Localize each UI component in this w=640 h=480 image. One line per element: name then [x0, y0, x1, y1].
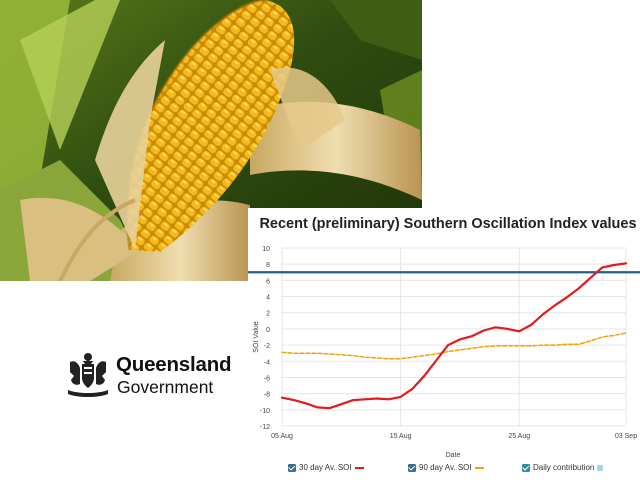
logo-line-2: Government: [117, 377, 214, 397]
y-tick-label: -8: [264, 392, 270, 399]
checkbox-icon[interactable]: [288, 463, 296, 472]
y-tick-label: -10: [260, 408, 270, 415]
y-tick-label: 10: [262, 246, 270, 253]
legend-swatch: [354, 466, 364, 469]
x-tick-label: 05 Aug: [271, 433, 293, 440]
legend-item-30day[interactable]: 30 day Av. SOI: [288, 463, 364, 472]
y-tick-label: 6: [266, 278, 270, 285]
logo-line-1: Queensland: [116, 353, 232, 376]
legend-swatch: [597, 464, 604, 471]
y-tick-label: -4: [264, 359, 270, 366]
series-30day-line: [280, 262, 628, 410]
queensland-government-logo: Queensland Government: [62, 348, 232, 400]
legend-label: 30 day Av. SOI: [299, 463, 352, 472]
x-tick-label: 15 Aug: [390, 433, 412, 440]
y-tick-label: 0: [266, 327, 270, 334]
x-tick-label: 25 Aug: [508, 433, 530, 440]
y-tick-label: 2: [266, 311, 270, 318]
y-tick-label: -6: [264, 375, 270, 382]
x-axis-label: Date: [446, 452, 461, 459]
y-tick-label: -12: [260, 424, 270, 431]
y-tick-label: -2: [264, 343, 270, 350]
legend-item-90day[interactable]: 90 day Av. SOI: [408, 463, 484, 472]
legend-label: 90 day Av. SOI: [419, 463, 472, 472]
checkbox-icon[interactable]: [522, 463, 530, 472]
x-tick-label: 03 Sep: [615, 433, 637, 440]
soi-chart-panel: Recent (preliminary) Southern Oscillatio…: [248, 208, 640, 480]
series-90day-line: [281, 332, 627, 360]
y-tick-label: 8: [266, 262, 270, 269]
corn-cob-photo: [0, 0, 422, 281]
y-axis-label: SOI Value: [253, 321, 260, 352]
chart-title: Recent (preliminary) Southern Oscillatio…: [259, 216, 637, 232]
y-tick-label: 4: [266, 295, 270, 302]
coat-of-arms-icon: [68, 353, 108, 397]
legend-item-daily[interactable]: Daily contribution: [522, 463, 604, 472]
legend-label: Daily contribution: [533, 463, 595, 472]
legend-swatch: [474, 466, 484, 469]
checkbox-icon[interactable]: [408, 463, 416, 472]
